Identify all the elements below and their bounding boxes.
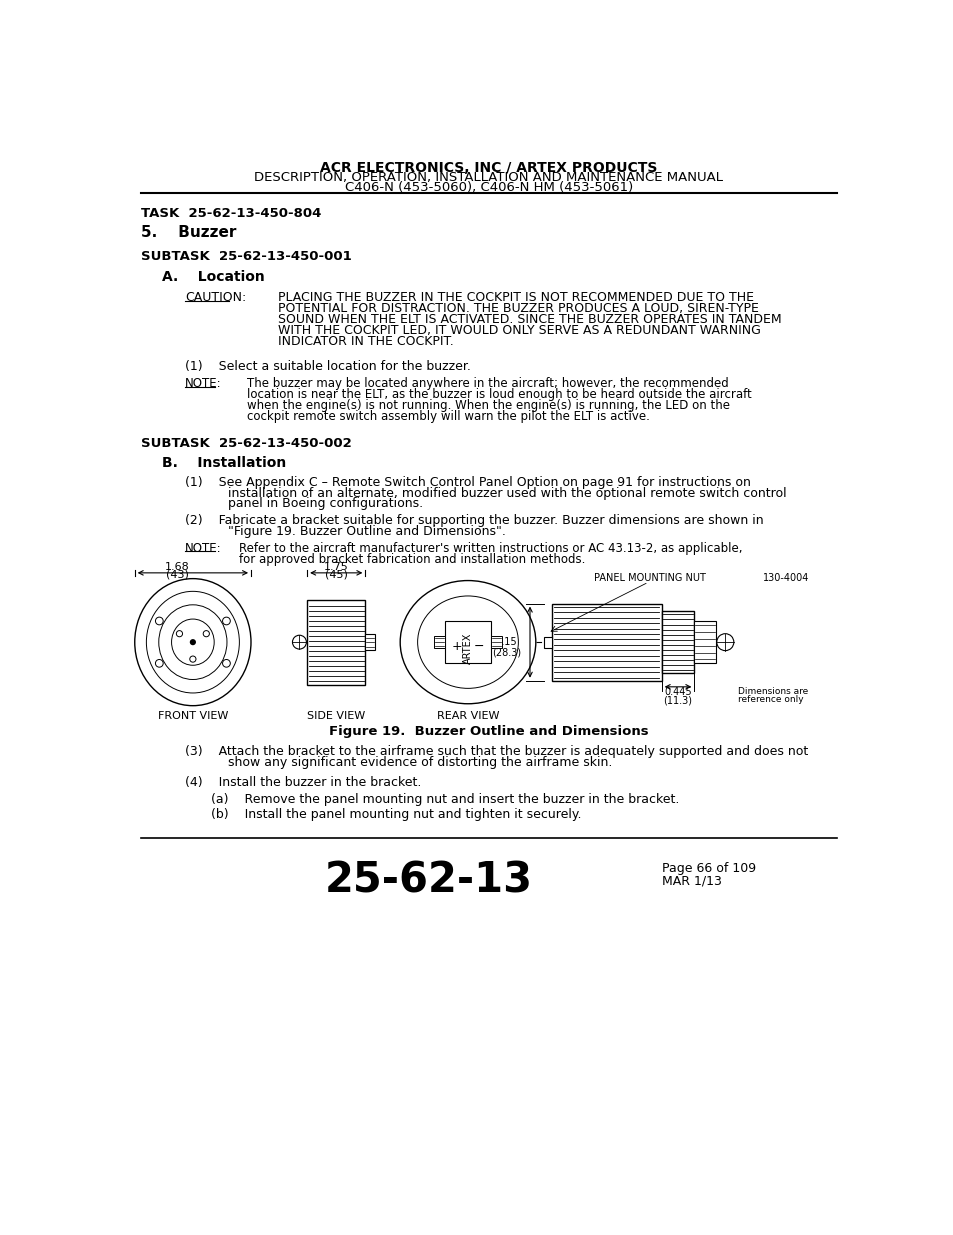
Text: PLACING THE BUZZER IN THE COCKPIT IS NOT RECOMMENDED DUE TO THE: PLACING THE BUZZER IN THE COCKPIT IS NOT… — [278, 290, 753, 304]
Text: SUBTASK  25-62-13-450-002: SUBTASK 25-62-13-450-002 — [141, 437, 352, 451]
Text: +: + — [452, 640, 462, 652]
Text: Figure 19.  Buzzer Outline and Dimensions: Figure 19. Buzzer Outline and Dimensions — [329, 725, 648, 739]
Bar — [543, 637, 551, 647]
Text: TASK  25-62-13-450-804: TASK 25-62-13-450-804 — [141, 206, 321, 220]
Text: WITH THE COCKPIT LED, IT WOULD ONLY SERVE AS A REDUNDANT WARNING: WITH THE COCKPIT LED, IT WOULD ONLY SERV… — [278, 324, 760, 337]
Text: (3)    Attach the bracket to the airframe such that the buzzer is adequately sup: (3) Attach the bracket to the airframe s… — [185, 746, 807, 758]
Text: for approved bracket fabrication and installation methods.: for approved bracket fabrication and ins… — [239, 553, 585, 566]
Text: 130-4004: 130-4004 — [761, 573, 808, 583]
Circle shape — [190, 638, 195, 645]
Text: (1)    Select a suitable location for the buzzer.: (1) Select a suitable location for the b… — [185, 361, 471, 373]
Text: Dimensions are: Dimensions are — [737, 687, 807, 695]
Text: 1.115: 1.115 — [489, 637, 517, 647]
Text: DESCRIPTION, OPERATION, INSTALLATION AND MAINTENANCE MANUAL: DESCRIPTION, OPERATION, INSTALLATION AND… — [254, 172, 722, 184]
Text: when the engine(s) is not running. When the engine(s) is running, the LED on the: when the engine(s) is not running. When … — [247, 399, 729, 411]
Text: REAR VIEW: REAR VIEW — [436, 711, 498, 721]
Text: reference only: reference only — [737, 695, 802, 704]
Text: SOUND WHEN THE ELT IS ACTIVATED. SINCE THE BUZZER OPERATES IN TANDEM: SOUND WHEN THE ELT IS ACTIVATED. SINCE T… — [278, 312, 781, 326]
Text: INDICATOR IN THE COCKPIT.: INDICATOR IN THE COCKPIT. — [278, 336, 454, 348]
Text: "Figure 19. Buzzer Outline and Dimensions".: "Figure 19. Buzzer Outline and Dimension… — [228, 525, 505, 538]
Text: show any significant evidence of distorting the airframe skin.: show any significant evidence of distort… — [228, 756, 612, 769]
Text: CAUTION:: CAUTION: — [185, 290, 246, 304]
Bar — [661, 611, 694, 673]
Text: cockpit remote switch assembly will warn the pilot the ELT is active.: cockpit remote switch assembly will warn… — [247, 410, 649, 422]
Text: A.    Location: A. Location — [162, 270, 264, 284]
Text: (11.3): (11.3) — [663, 695, 692, 705]
Text: Page 66 of 109: Page 66 of 109 — [661, 862, 755, 876]
Text: SIDE VIEW: SIDE VIEW — [307, 711, 365, 721]
Text: (4)    Install the buzzer in the bracket.: (4) Install the buzzer in the bracket. — [185, 776, 421, 789]
Text: (1)    See Appendix C – Remote Switch Control Panel Option on page 91 for instru: (1) See Appendix C – Remote Switch Contr… — [185, 475, 750, 489]
Text: MAR 1/13: MAR 1/13 — [661, 874, 720, 888]
Text: (43): (43) — [166, 569, 189, 579]
Text: (45): (45) — [324, 569, 347, 579]
Text: (a)    Remove the panel mounting nut and insert the buzzer in the bracket.: (a) Remove the panel mounting nut and in… — [211, 793, 679, 806]
Text: 1.75: 1.75 — [323, 562, 348, 572]
Bar — [551, 604, 661, 680]
Bar — [694, 621, 716, 663]
Text: 1.68: 1.68 — [165, 562, 190, 572]
Text: 25-62-13: 25-62-13 — [325, 860, 533, 902]
Text: ACR ELECTRONICS, INC / ARTEX PRODUCTS: ACR ELECTRONICS, INC / ARTEX PRODUCTS — [320, 162, 657, 175]
Text: The buzzer may be located anywhere in the aircraft; however, the recommended: The buzzer may be located anywhere in th… — [247, 377, 728, 390]
Text: (28.3): (28.3) — [492, 647, 520, 657]
Text: (b)    Install the panel mounting nut and tighten it securely.: (b) Install the panel mounting nut and t… — [211, 809, 580, 821]
Text: location is near the ELT, as the buzzer is loud enough to be heard outside the a: location is near the ELT, as the buzzer … — [247, 388, 751, 401]
Bar — [491, 636, 501, 648]
Text: FRONT VIEW: FRONT VIEW — [157, 711, 228, 721]
Text: panel in Boeing configurations.: panel in Boeing configurations. — [228, 498, 422, 510]
Text: (2)    Fabricate a bracket suitable for supporting the buzzer. Buzzer dimensions: (2) Fabricate a bracket suitable for sup… — [185, 514, 763, 527]
Text: −: − — [473, 640, 483, 652]
Text: 0.445: 0.445 — [663, 687, 691, 697]
Text: B.    Installation: B. Installation — [162, 456, 286, 469]
Text: SUBTASK  25-62-13-450-001: SUBTASK 25-62-13-450-001 — [141, 249, 352, 263]
Bar — [444, 621, 491, 663]
Text: Refer to the aircraft manufacturer's written instructions or AC 43.13-2, as appl: Refer to the aircraft manufacturer's wri… — [239, 542, 742, 555]
Text: PANEL MOUNTING NUT: PANEL MOUNTING NUT — [594, 573, 705, 583]
Text: 5.    Buzzer: 5. Buzzer — [141, 225, 236, 240]
Text: ARTEX: ARTEX — [462, 632, 473, 664]
Bar — [434, 636, 444, 648]
Text: installation of an alternate, modified buzzer used with the optional remote swit: installation of an alternate, modified b… — [228, 487, 785, 500]
Text: NOTE:: NOTE: — [185, 542, 221, 555]
Bar — [365, 635, 375, 650]
Text: C406-N (453-5060), C406-N HM (453-5061): C406-N (453-5060), C406-N HM (453-5061) — [344, 182, 633, 194]
Bar — [307, 600, 365, 684]
Text: POTENTIAL FOR DISTRACTION. THE BUZZER PRODUCES A LOUD, SIREN-TYPE: POTENTIAL FOR DISTRACTION. THE BUZZER PR… — [278, 301, 759, 315]
Text: NOTE:: NOTE: — [185, 377, 221, 390]
